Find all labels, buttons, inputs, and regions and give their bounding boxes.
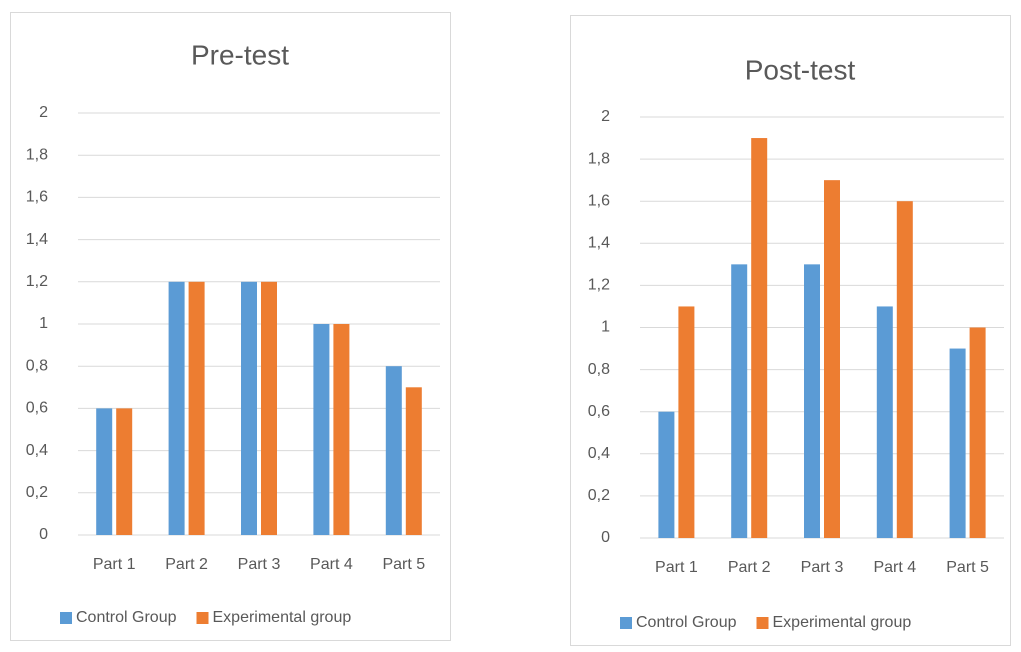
bar [678,306,695,538]
bar [96,408,113,535]
y-tick-label: 0 [39,526,48,543]
legend-swatch [196,612,209,624]
bar [168,281,185,535]
bar [116,408,133,535]
y-tick-label: 1,6 [588,192,610,209]
bar [969,327,986,538]
chart-frame [570,15,1011,646]
y-tick-label: 1,4 [588,235,610,252]
bar [949,348,966,538]
bar [731,264,748,538]
y-tick-label: 1,2 [588,277,610,294]
y-tick-label: 2 [601,108,610,125]
bar [385,366,402,535]
legend-label: Experimental group [773,614,912,631]
y-tick-label: 0,2 [588,487,610,504]
chart-frame [10,12,451,641]
bar [896,201,913,538]
y-tick-label: 2 [39,104,48,121]
legend-swatch [60,612,72,624]
y-tick-label: 0,8 [588,361,610,378]
bar [804,264,820,538]
legend-swatch [756,617,769,629]
bar [751,138,768,539]
bar [876,306,893,538]
bar [333,324,350,535]
y-tick-label: 0,2 [26,484,48,501]
legend-label: Experimental group [213,609,352,626]
legend-swatch [620,617,632,629]
bar [658,411,675,538]
x-tick-label: Part 4 [310,556,353,573]
y-tick-label: 0,4 [26,442,48,459]
legend-label: Control Group [636,614,737,631]
y-tick-label: 0,6 [588,403,610,420]
x-tick-label: Part 4 [873,559,916,576]
y-tick-label: 1,6 [26,189,48,206]
y-tick-label: 0 [601,529,610,546]
x-tick-label: Part 5 [946,559,989,576]
bar [313,324,330,535]
y-tick-label: 1,8 [588,150,610,167]
x-tick-label: Part 2 [728,559,771,576]
y-tick-label: 1,4 [26,231,48,248]
bar [241,281,257,535]
bar [405,387,422,535]
legend-label: Control Group [76,609,177,626]
bar [824,180,840,538]
y-tick-label: 1,2 [26,273,48,290]
chart-title: Post-test [745,54,856,85]
y-tick-label: 0,8 [26,357,48,374]
x-tick-label: Part 3 [238,556,281,573]
x-tick-label: Part 3 [801,559,844,576]
chart-title: Pre-test [191,39,289,70]
y-tick-label: 1 [39,315,48,332]
y-tick-label: 1 [601,319,610,336]
bar [188,281,205,535]
y-tick-label: 1,8 [26,146,48,163]
x-tick-label: Part 5 [382,556,425,573]
y-tick-label: 0,6 [26,400,48,417]
y-tick-label: 0,4 [588,445,610,462]
bar [261,281,277,535]
x-tick-label: Part 2 [165,556,208,573]
x-tick-label: Part 1 [655,559,698,576]
x-tick-label: Part 1 [93,556,136,573]
